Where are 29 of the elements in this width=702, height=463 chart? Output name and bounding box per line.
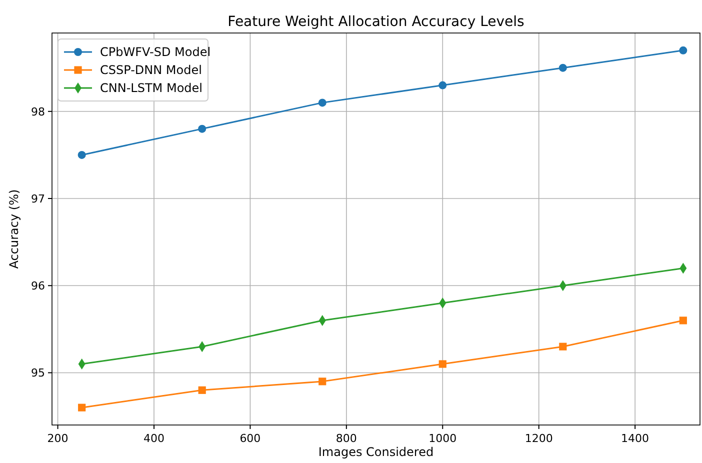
y-tick-label: 96 xyxy=(31,280,45,293)
point xyxy=(78,404,86,412)
point xyxy=(198,124,206,133)
point xyxy=(559,342,567,350)
y-tick-label: 95 xyxy=(31,366,45,380)
x-tick-label: 800 xyxy=(336,432,357,445)
x-tick-label: 1400 xyxy=(621,432,650,445)
point xyxy=(318,98,326,107)
point xyxy=(318,378,326,386)
y-tick-label: 97 xyxy=(31,192,45,206)
legend-label: CSSP-DNN Model xyxy=(100,63,202,77)
chart-title: Feature Weight Allocation Accuracy Levels xyxy=(228,14,524,30)
point xyxy=(78,150,86,159)
x-tick-label: 1000 xyxy=(428,432,457,445)
point xyxy=(438,81,447,90)
legend-label: CPbWFV-SD Model xyxy=(100,45,211,59)
y-tick-label: 98 xyxy=(31,105,45,118)
point xyxy=(198,386,206,394)
point xyxy=(438,360,446,368)
point xyxy=(679,46,688,54)
x-tick-label: 1200 xyxy=(524,432,553,445)
point xyxy=(679,316,687,324)
x-axis-title: Images Considered xyxy=(318,445,434,459)
x-tick-label: 200 xyxy=(47,432,68,445)
point xyxy=(558,64,567,72)
y-axis-title: Accuracy (%) xyxy=(7,189,21,269)
x-tick-label: 400 xyxy=(143,432,164,445)
legend-label: CNN-LSTM Model xyxy=(100,81,202,95)
x-tick-label: 600 xyxy=(240,432,261,445)
